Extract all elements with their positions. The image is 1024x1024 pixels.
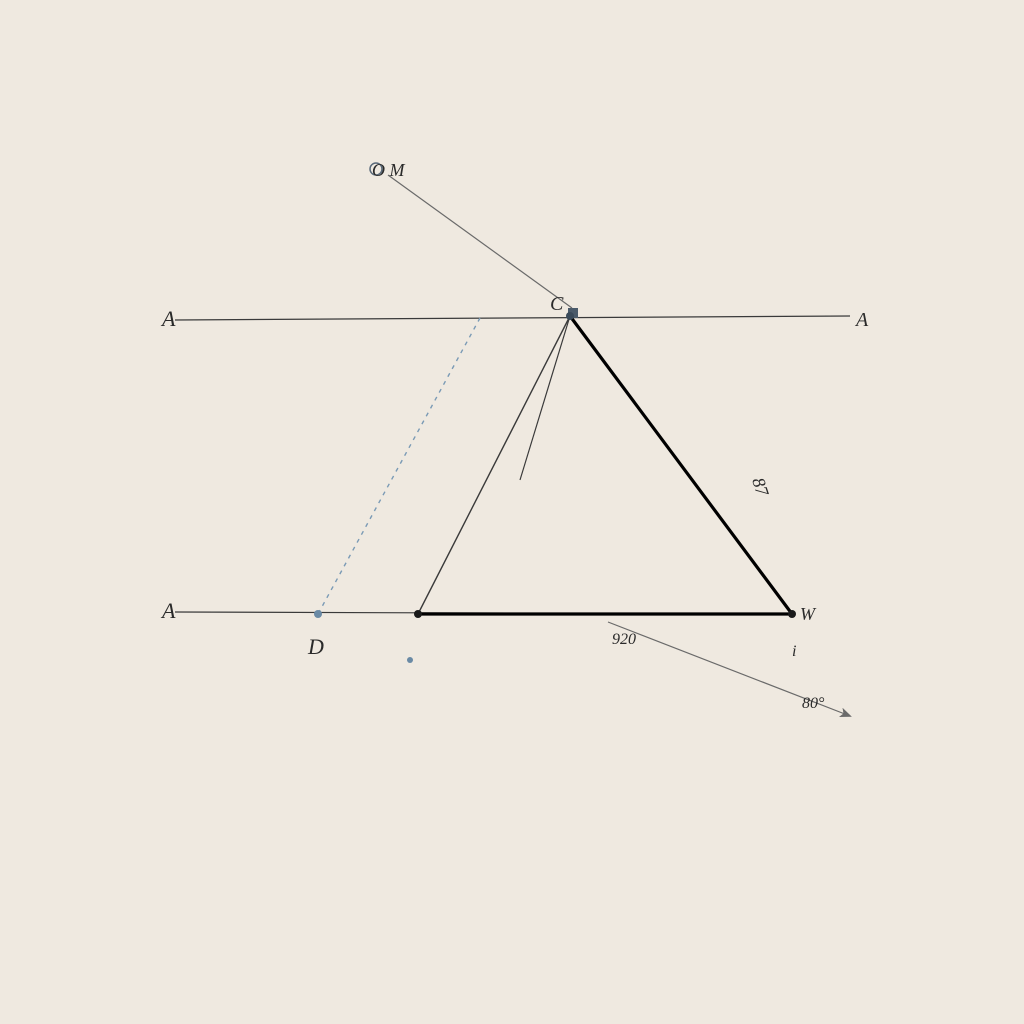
label-A_upper_right: A	[854, 309, 869, 331]
point-D-dotted	[314, 610, 322, 618]
point-tri-right	[788, 610, 796, 618]
label-tick_i: i	[792, 643, 796, 660]
point-tri-left	[414, 610, 422, 618]
label-lower_arrow: 920	[612, 631, 636, 648]
label-lower_arrow_end: 80°	[802, 695, 825, 712]
label-C: C	[550, 293, 564, 315]
label-upper_arrow: O M	[372, 160, 405, 180]
label-D: D	[307, 634, 324, 659]
canvas-bg	[0, 0, 1024, 1024]
point-below-d	[407, 657, 413, 663]
point-C	[566, 312, 574, 320]
label-A_upper_left: A	[160, 306, 176, 331]
label-A_lower_left: A	[160, 598, 176, 623]
label-right_point: W	[800, 604, 817, 624]
geometry-diagram: AAACD87WO M92080°i	[0, 0, 1024, 1024]
